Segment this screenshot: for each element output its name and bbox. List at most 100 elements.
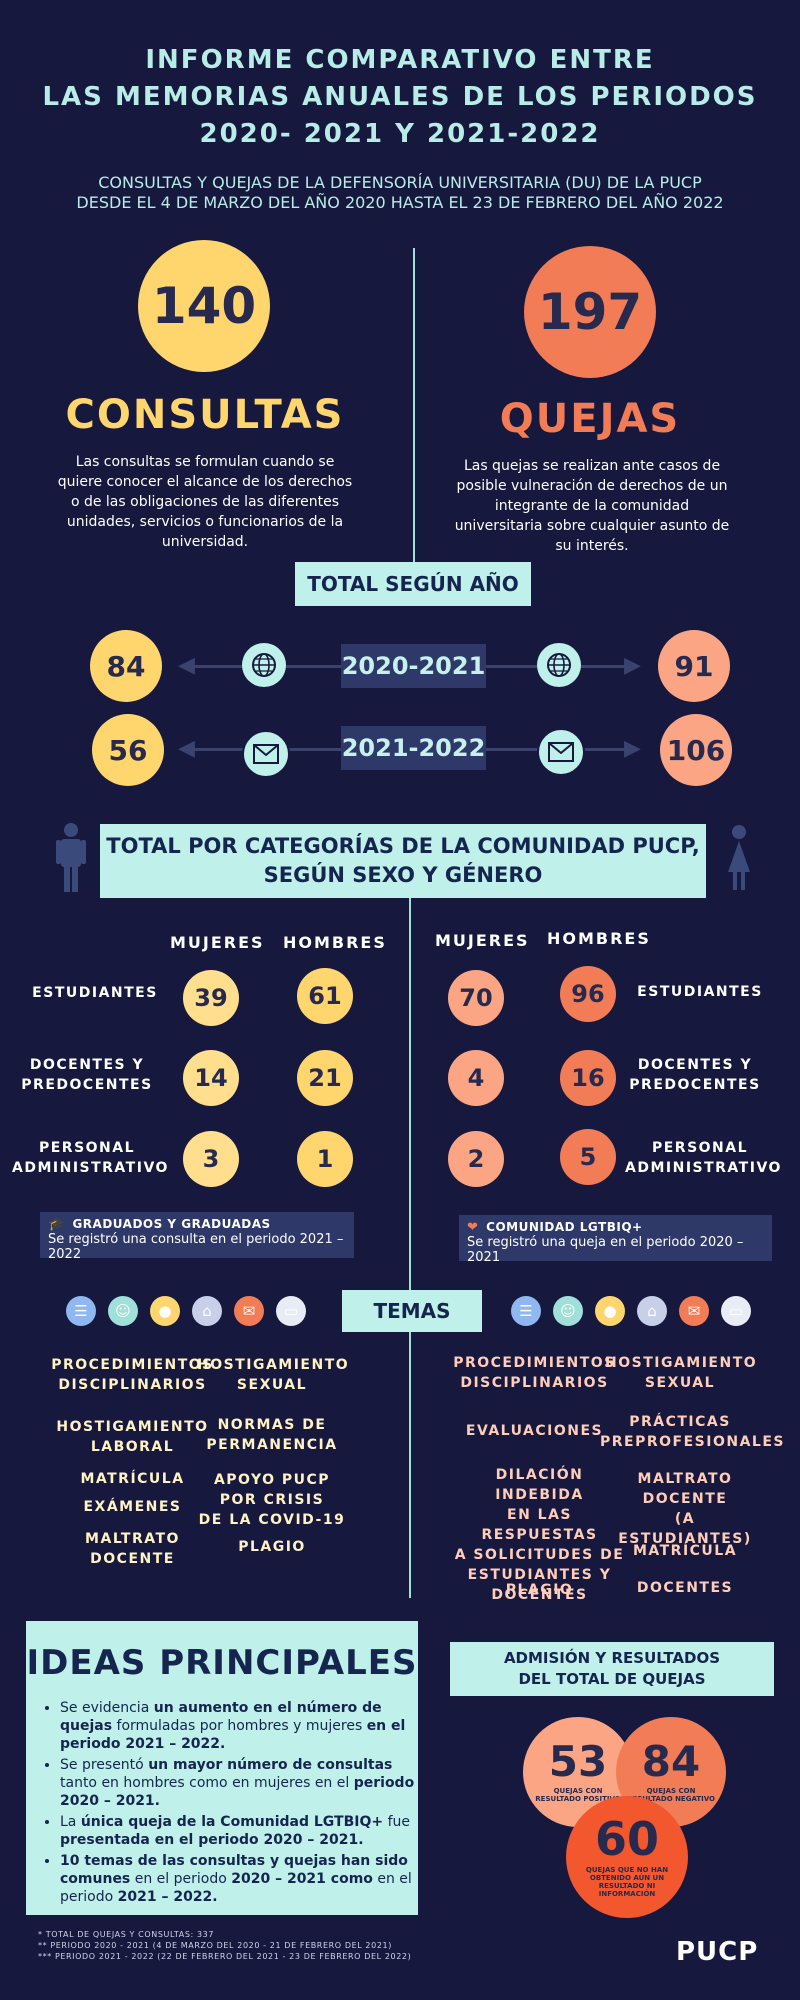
pucp-logo: PUCP xyxy=(676,1937,759,1967)
quejas-men-students: 96 xyxy=(560,966,616,1022)
consultas-women-students: 39 xyxy=(183,970,239,1026)
idea-item: La única queja de la Comunidad LGTBIQ+ f… xyxy=(60,1813,418,1849)
mail-icon xyxy=(242,730,290,778)
quejas-total-circle: 197 xyxy=(524,246,656,378)
topic-left: MATRÍCULA xyxy=(80,1471,185,1487)
topic-left: APOYO PUCP POR CRISIS DE LA COVID-19 xyxy=(198,1472,346,1528)
quejas-men-admin: 5 xyxy=(560,1129,616,1185)
consultas-men-admin: 1 xyxy=(297,1131,353,1187)
arrow-left-icon: ◀ xyxy=(178,653,195,678)
mail-icon: ✉ xyxy=(679,1296,709,1326)
consultas-men-students: 61 xyxy=(297,968,353,1024)
quejas-men-teachers: 16 xyxy=(560,1050,616,1106)
presentation-icon: ▭ xyxy=(721,1296,751,1326)
consultas-year-2: 56 xyxy=(92,714,164,786)
pending-results-circle: 60 QUEJAS QUE NO HAN OBTENIDO AÚN UN RES… xyxy=(566,1796,688,1918)
mail-icon xyxy=(537,728,585,776)
topic-left: PLAGIO xyxy=(238,1539,306,1555)
group-icon: ☺ xyxy=(553,1296,583,1326)
person-icon: ● xyxy=(595,1296,625,1326)
idea-item: Se presentó un mayor número de consultas… xyxy=(60,1756,418,1810)
idea-item: 10 temas de las consultas y quejas han s… xyxy=(60,1852,418,1906)
top-divider xyxy=(413,248,415,566)
quejas-label: QUEJAS xyxy=(499,396,681,442)
clipboard-icon: ☰ xyxy=(66,1296,96,1326)
topic-right: DILACIÓN INDEBIDA EN LAS RESPUESTAS A SOLI… xyxy=(454,1467,625,1603)
idea-item: Se evidencia un aumento en el número de … xyxy=(60,1699,418,1753)
woman-icon xyxy=(724,824,754,896)
consultas-men-head: HOMBRES xyxy=(283,933,387,952)
topic-left: HOSTIGAMIENTO SEXUAL xyxy=(197,1357,350,1393)
topic-right: MALTRATO DOCENTE (A ESTUDIANTES) xyxy=(618,1471,752,1547)
consultas-women-admin: 3 xyxy=(183,1131,239,1187)
lgtbiq-note: ❤ COMUNIDAD LGTBIQ+ Se registró una quej… xyxy=(459,1215,772,1265)
ideas-heading: IDEAS PRINCIPALES xyxy=(26,1643,418,1683)
consultas-label: CONSULTAS xyxy=(65,392,345,438)
negative-results-circle: 84 QUEJAS CON RESULTADO NEGATIVO xyxy=(616,1717,726,1827)
ideas-box: IDEAS PRINCIPALES Se evidencia un aument… xyxy=(26,1621,418,1915)
page-subtitle: CONSULTAS Y QUEJAS DE LA DEFENSORÍA UNIV… xyxy=(76,173,724,212)
temas-icons-left: ☰ ☺ ● ⌂ ✉ ▭ xyxy=(66,1296,306,1326)
middle-divider xyxy=(409,898,411,1598)
topic-right: PRÁCTICAS PREPROFESIONALES xyxy=(600,1414,785,1450)
arrow-right-icon: ▶ xyxy=(624,736,641,761)
building-icon: ⌂ xyxy=(637,1296,667,1326)
topic-left: HOSTIGAMIENTO LABORAL xyxy=(56,1419,209,1455)
category-admin-left: PERSONAL ADMINISTRATIVO xyxy=(12,1140,169,1176)
topic-left: EXÁMENES xyxy=(83,1499,182,1515)
topic-right: DOCENTES xyxy=(636,1580,734,1596)
globe-icon xyxy=(537,643,581,687)
quejas-year-2: 106 xyxy=(660,714,732,786)
quejas-description: Las quejas se realizan ante casos de pos… xyxy=(454,458,730,554)
page-title: INFORME COMPARATIVO ENTRE LAS MEMORIAS A… xyxy=(42,45,758,149)
arrow-left-icon: ◀ xyxy=(178,736,195,761)
consultas-total-circle: 140 xyxy=(138,240,270,372)
group-icon: ☺ xyxy=(108,1296,138,1326)
arrow-right-icon: ▶ xyxy=(624,653,641,678)
topic-left: NORMAS DE PERMANENCIA xyxy=(206,1417,338,1453)
topic-right: PLAGIO xyxy=(505,1582,574,1598)
person-icon: ● xyxy=(150,1296,180,1326)
admision-heading: ADMISIÓN Y RESULTADOS DEL TOTAL DE QUEJA… xyxy=(450,1642,774,1696)
topic-right: PROCEDIMIENTOS DISCIPLINARIOS xyxy=(453,1355,616,1391)
quejas-women-teachers: 4 xyxy=(448,1050,504,1106)
category-teachers-right: DOCENTES Y PREDOCENTES xyxy=(629,1057,761,1093)
consultas-year-1: 84 xyxy=(90,630,162,702)
consultas-women-teachers: 14 xyxy=(183,1050,239,1106)
temas-heading: TEMAS xyxy=(342,1290,482,1332)
category-admin-right: PERSONAL ADMINISTRATIVO xyxy=(625,1140,782,1176)
topic-left: MALTRATO DOCENTE xyxy=(85,1531,180,1567)
topic-right: EVALUACIONES xyxy=(465,1423,604,1439)
temas-icons-right: ☰ ☺ ● ⌂ ✉ ▭ xyxy=(511,1296,751,1326)
building-icon: ⌂ xyxy=(192,1296,222,1326)
globe-icon xyxy=(242,643,286,687)
category-students-left: ESTUDIANTES xyxy=(32,985,158,1001)
graduation-cap-icon: 🎓 xyxy=(48,1217,65,1232)
positive-results-circle: 53 QUEJAS CON RESULTADO POSITIVO xyxy=(523,1717,633,1827)
clipboard-icon: ☰ xyxy=(511,1296,541,1326)
footnotes: * TOTAL DE QUEJAS Y CONSULTAS: 337 ** PE… xyxy=(38,1930,412,1961)
quejas-women-students: 70 xyxy=(448,970,504,1026)
consultas-men-teachers: 21 xyxy=(297,1050,353,1106)
topic-left: PROCEDIMIENTOS DISCIPLINARIOS xyxy=(51,1357,214,1393)
man-icon xyxy=(56,822,86,898)
categories-heading: TOTAL POR CATEGORÍAS DE LA COMUNIDAD PUC… xyxy=(100,824,706,898)
quejas-women-head: MUJERES xyxy=(435,931,530,950)
category-teachers-left: DOCENTES Y PREDOCENTES xyxy=(21,1057,153,1093)
topic-right: MATRÍCULA xyxy=(632,1543,738,1559)
rainbow-heart-icon: ❤ xyxy=(467,1220,478,1235)
presentation-icon: ▭ xyxy=(276,1296,306,1326)
by-year-heading: TOTAL SEGÚN AÑO xyxy=(295,562,531,606)
quejas-year-1: 91 xyxy=(658,630,730,702)
mail-icon: ✉ xyxy=(234,1296,264,1326)
year-label-1: 2020-2021 xyxy=(341,644,486,688)
graduates-note: 🎓 GRADUADOS Y GRADUADAS Se registró una … xyxy=(40,1212,354,1262)
consultas-women-head: MUJERES xyxy=(170,933,265,952)
ideas-list: Se evidencia un aumento en el número de … xyxy=(26,1699,418,1906)
consultas-description: Las consultas se formulan cuando se quie… xyxy=(57,454,353,550)
quejas-men-head: HOMBRES xyxy=(547,929,651,948)
topic-right: HOSTIGAMIENTO SEXUAL xyxy=(605,1355,758,1391)
year-label-2: 2021-2022 xyxy=(341,726,486,770)
category-students-right: ESTUDIANTES xyxy=(637,984,763,1000)
quejas-women-admin: 2 xyxy=(448,1131,504,1187)
